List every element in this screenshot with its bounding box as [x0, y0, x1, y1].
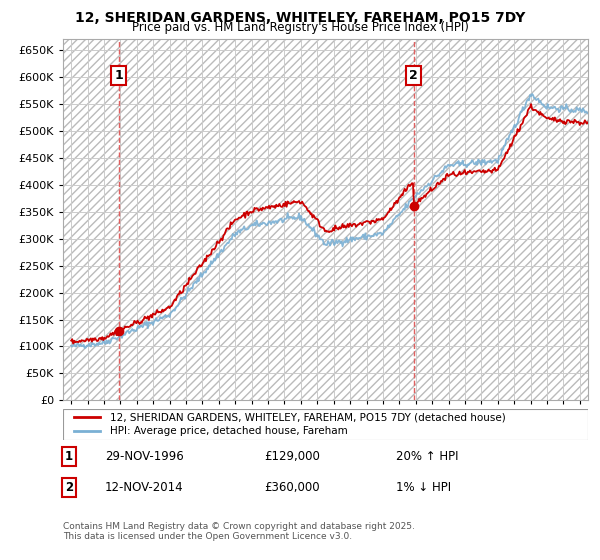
Text: 2: 2 — [65, 480, 73, 494]
Text: 2: 2 — [409, 69, 418, 82]
Text: 1: 1 — [65, 450, 73, 463]
Text: 12-NOV-2014: 12-NOV-2014 — [105, 480, 184, 494]
Text: 20% ↑ HPI: 20% ↑ HPI — [396, 450, 458, 463]
Text: 29-NOV-1996: 29-NOV-1996 — [105, 450, 184, 463]
Text: 1% ↓ HPI: 1% ↓ HPI — [396, 480, 451, 494]
Text: 12, SHERIDAN GARDENS, WHITELEY, FAREHAM, PO15 7DY (detached house): 12, SHERIDAN GARDENS, WHITELEY, FAREHAM,… — [110, 412, 506, 422]
Text: Price paid vs. HM Land Registry's House Price Index (HPI): Price paid vs. HM Land Registry's House … — [131, 21, 469, 34]
Text: £360,000: £360,000 — [264, 480, 320, 494]
Text: Contains HM Land Registry data © Crown copyright and database right 2025.
This d: Contains HM Land Registry data © Crown c… — [63, 522, 415, 542]
Text: 12, SHERIDAN GARDENS, WHITELEY, FAREHAM, PO15 7DY: 12, SHERIDAN GARDENS, WHITELEY, FAREHAM,… — [75, 11, 525, 25]
Text: HPI: Average price, detached house, Fareham: HPI: Average price, detached house, Fare… — [110, 426, 348, 436]
Text: £129,000: £129,000 — [264, 450, 320, 463]
Text: 1: 1 — [115, 69, 124, 82]
